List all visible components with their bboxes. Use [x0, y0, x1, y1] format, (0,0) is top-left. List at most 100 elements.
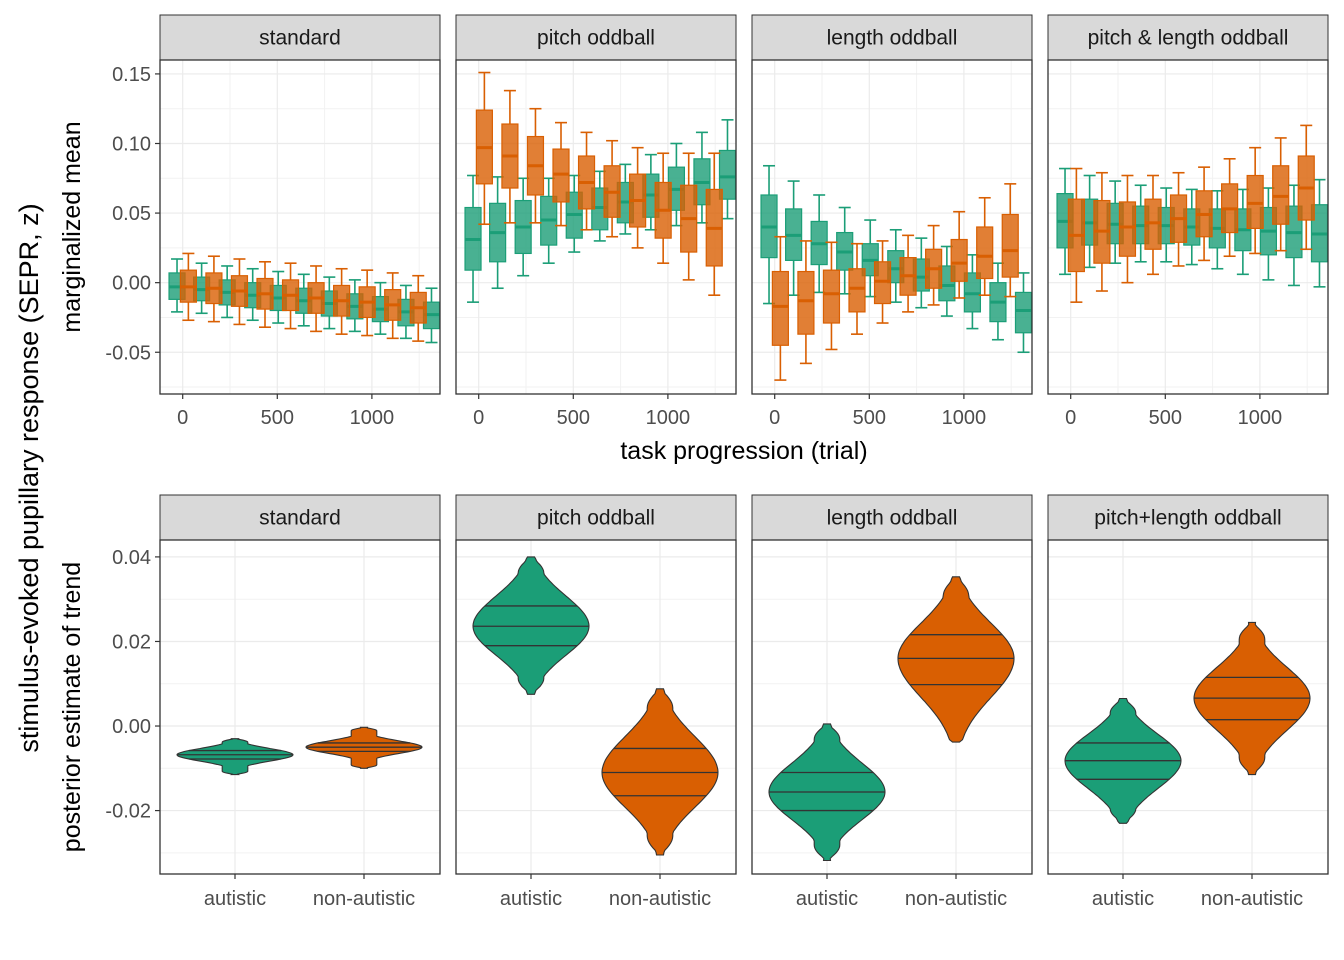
violin-autistic	[176, 738, 294, 776]
panel-border	[455, 59, 737, 395]
box-non-autistic	[1195, 166, 1213, 262]
box-autistic	[1014, 272, 1033, 354]
box-body	[771, 270, 789, 346]
x-tick-label: autistic	[204, 888, 266, 910]
box-autistic	[1310, 178, 1329, 288]
strip-background	[1047, 494, 1329, 541]
y-tick-label: 0.04	[112, 547, 151, 569]
box-non-autistic	[179, 252, 197, 322]
x-tick-label: autistic	[1092, 888, 1154, 910]
y-tick-label: 0.10	[112, 134, 151, 156]
box-non-autistic	[230, 258, 249, 326]
x-tick-label: 1000	[646, 407, 691, 429]
box-non-autistic	[603, 139, 621, 238]
violin-autistic	[1064, 697, 1182, 824]
box-non-autistic	[1118, 174, 1137, 284]
box-non-autistic	[848, 242, 866, 335]
bottom-panel-standard: standard autistic non-autistic -0.02 0.00 0.0…	[105, 494, 441, 910]
box-body	[1001, 213, 1019, 278]
panel-border	[1047, 539, 1329, 875]
strip-background	[1047, 14, 1329, 61]
y-tick-label: -0.02	[105, 801, 151, 823]
box-autistic	[489, 176, 507, 290]
x-tick-label: 1000	[1238, 407, 1283, 429]
box-non-autistic	[976, 196, 994, 296]
box-non-autistic	[950, 210, 968, 299]
bottom-violin-panels: standard autistic non-autistic -0.02 0.00 0.0…	[105, 494, 1329, 910]
shared-y-axis-title: stimulus-evoked pupillary response (SEPR…	[14, 203, 44, 752]
x-tick-label: non-autistic	[609, 888, 711, 910]
series-non-autistic	[771, 183, 1019, 381]
box-body	[950, 238, 968, 282]
panel-border	[751, 539, 1033, 875]
box-non-autistic	[873, 240, 892, 324]
x-tick-label: 0	[769, 407, 780, 429]
x-tick-label: autistic	[500, 888, 562, 910]
x-tick-label: 0	[177, 407, 188, 429]
violin-non-autistic	[1193, 621, 1311, 776]
box-non-autistic	[629, 146, 647, 249]
box-non-autistic	[409, 274, 427, 342]
x-tick-label: 500	[557, 407, 590, 429]
box-non-autistic	[501, 89, 519, 224]
top-box-panels: standard 0 500 1000 -0.05 0.00 0.05 0.10 0.15 pit…	[105, 14, 1329, 429]
top-panel-pitch-length-oddball: pitch & length oddball 0 500 1000	[1047, 14, 1329, 429]
top-x-axis-title: task progression (trial)	[620, 437, 867, 465]
strip-label: pitch oddball	[537, 507, 655, 530]
box-autistic	[836, 206, 854, 295]
y-tick-label: 0.05	[112, 203, 151, 225]
y-tick-label: -0.05	[105, 342, 151, 364]
strip-label: pitch & length oddball	[1088, 27, 1289, 50]
box-body	[1118, 201, 1137, 257]
x-tick-label: autistic	[796, 888, 858, 910]
x-tick-label: 0	[1065, 407, 1076, 429]
panel-border	[455, 539, 737, 875]
box-autistic	[760, 164, 778, 305]
violin-autistic	[472, 556, 590, 695]
box-non-autistic	[333, 267, 351, 335]
violin-autistic	[768, 723, 886, 862]
x-tick-label: 500	[853, 407, 886, 429]
box-non-autistic	[307, 265, 325, 333]
box-non-autistic	[526, 107, 545, 224]
box-body	[1014, 291, 1033, 334]
x-tick-label: 1000	[350, 407, 395, 429]
box-body	[848, 268, 866, 313]
x-tick-label: 500	[261, 407, 294, 429]
strip-background	[455, 14, 737, 61]
bottom-y-axis-title: posterior estimate of trend	[58, 562, 86, 852]
box-non-autistic	[1246, 146, 1264, 255]
violin-body	[176, 738, 294, 776]
violin-non-autistic	[601, 688, 719, 856]
box-non-autistic	[475, 71, 493, 226]
box-non-autistic	[577, 131, 596, 231]
box-body	[797, 270, 815, 335]
strip-label: pitch+length oddball	[1094, 507, 1281, 530]
box-non-autistic	[654, 152, 672, 264]
bottom-panel-pitch-oddball: pitch oddball autistic non-autistic	[455, 494, 737, 910]
box-non-autistic	[680, 152, 698, 281]
box-non-autistic	[822, 241, 841, 351]
x-tick-label: 500	[1149, 407, 1182, 429]
box-non-autistic	[1169, 171, 1188, 267]
box-autistic	[989, 262, 1007, 341]
bottom-panel-length-oddball: length oddball autistic non-autistic	[751, 494, 1033, 910]
violin-body	[897, 576, 1015, 743]
box-non-autistic	[1144, 174, 1162, 276]
box-non-autistic	[1297, 124, 1315, 251]
bottom-panel-pitch-length-oddball: pitch+length oddball autistic non-autistic	[1047, 494, 1329, 910]
top-panel-length-oddball: length oddball 0 500 1000	[751, 14, 1033, 429]
y-tick-label: 0.02	[112, 631, 151, 653]
x-tick-label: non-autistic	[905, 888, 1007, 910]
box-autistic	[464, 174, 482, 303]
box-autistic	[785, 180, 803, 296]
strip-background	[455, 494, 737, 541]
x-tick-label: non-autistic	[1201, 888, 1303, 910]
box-non-autistic	[1067, 167, 1085, 303]
box-non-autistic	[1272, 137, 1290, 252]
strip-label: pitch oddball	[537, 27, 655, 50]
box-non-autistic	[1093, 171, 1111, 292]
top-y-axis-title: marginalized mean	[58, 121, 86, 332]
box-non-autistic	[771, 235, 789, 381]
